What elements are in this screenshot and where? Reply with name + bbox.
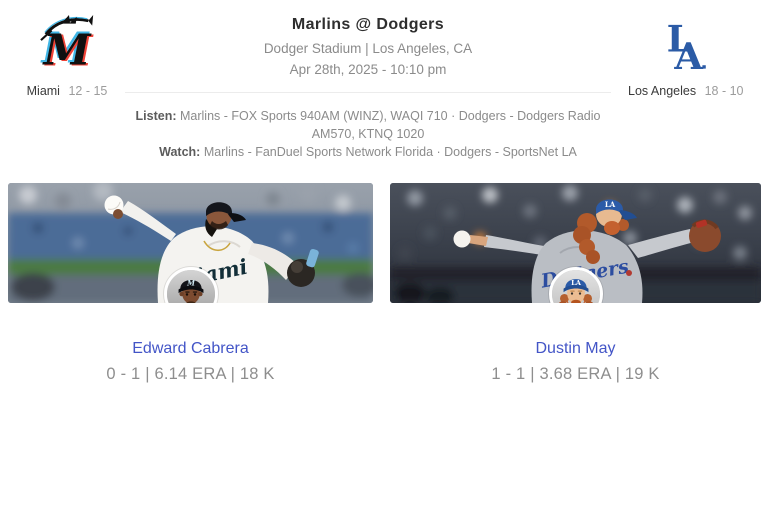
matchup-header: Marlins @ Dodgers Dodger Stadium | Los A…	[125, 16, 611, 161]
svg-text:M: M	[43, 27, 94, 72]
watch-text: Marlins - FanDuel Sports Network Florida…	[203, 145, 577, 159]
listen-label: Listen:	[135, 109, 177, 123]
team-home-line: Los Angeles 18 - 10	[628, 84, 744, 98]
pitcher-headshot-away-image: M	[166, 270, 215, 303]
header-divider	[125, 92, 611, 93]
broadcast-info: Listen: Marlins - FOX Sports 940AM (WINZ…	[125, 107, 611, 161]
svg-text:A: A	[673, 35, 703, 72]
team-away-name: Miami	[26, 84, 60, 98]
svg-text:M: M	[186, 279, 196, 288]
pitcher-card-home: Dodgers LA	[390, 183, 761, 384]
pitcher-card-away: Miami	[8, 183, 373, 384]
pitcher-photo-home: Dodgers LA	[390, 183, 761, 303]
svg-text:LA: LA	[605, 200, 616, 209]
pitcher-stats-home: 1 - 1 | 3.68 ERA | 19 K	[491, 365, 660, 383]
team-home-record: 18 - 10	[704, 84, 744, 98]
team-away-record: 12 - 15	[68, 84, 108, 98]
watch-label: Watch:	[159, 145, 201, 159]
game-title: Marlins @ Dodgers	[291, 16, 445, 33]
listen-text: Marlins - FOX Sports 940AM (WINZ), WAQI …	[179, 109, 601, 141]
team-home-name: Los Angeles	[628, 84, 697, 98]
team-away-line: Miami 12 - 15	[12, 84, 122, 98]
pitcher-name-home[interactable]: Dustin May	[535, 340, 616, 357]
pitcher-name-away[interactable]: Edward Cabrera	[132, 340, 249, 357]
pitcher-photo-away: Miami	[8, 183, 373, 303]
svg-text:LA: LA	[571, 279, 582, 287]
dodgers-logo-icon: L A	[667, 18, 706, 72]
watch-row: Watch: Marlins - FanDuel Sports Network …	[125, 143, 611, 161]
pitcher-stats-away: 0 - 1 | 6.14 ERA | 18 K	[106, 365, 275, 383]
svg-text:L: L	[667, 18, 693, 61]
pitcher-headshot-home: LA	[548, 267, 603, 303]
marlins-logo-icon: M M M	[40, 14, 94, 72]
venue-text: Dodger Stadium | Los Angeles, CA	[263, 41, 473, 56]
pitcher-headshot-home-image: LA	[551, 270, 600, 303]
team-home[interactable]: L A Los Angeles 18 - 10	[628, 14, 744, 98]
team-away[interactable]: M M M Miami 12 - 15	[12, 14, 122, 98]
pitcher-headshot-away: M	[163, 267, 218, 303]
listen-row: Listen: Marlins - FOX Sports 940AM (WINZ…	[125, 107, 611, 143]
datetime-text: Apr 28th, 2025 - 10:10 pm	[289, 62, 447, 77]
